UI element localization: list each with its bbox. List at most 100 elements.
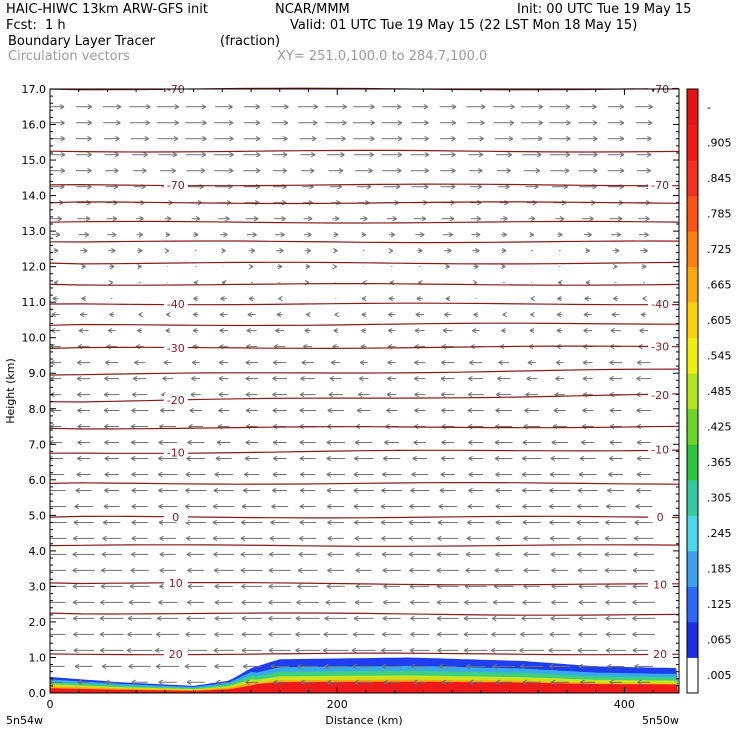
vector-head	[352, 631, 358, 638]
circulation-vector	[126, 647, 153, 654]
vector-head	[410, 487, 415, 494]
circulation-vector	[245, 216, 259, 222]
circulation-vector	[101, 567, 123, 574]
vector-head	[536, 152, 542, 158]
vector-head	[51, 311, 56, 318]
circulation-vector	[106, 216, 118, 222]
vector-head	[341, 136, 346, 142]
circulation-vector	[381, 535, 403, 542]
vector-head	[437, 631, 442, 638]
vector-head	[537, 136, 543, 142]
circulation-vector	[137, 248, 143, 254]
colorbar-label: .365	[707, 456, 732, 469]
circulation-vector	[159, 551, 176, 558]
circulation-vector	[214, 615, 233, 622]
circulation-vector	[445, 263, 450, 270]
left-endpoint: 5n54w	[6, 714, 43, 727]
vector-head	[471, 327, 477, 334]
vector-head	[159, 535, 164, 542]
vector-head	[255, 168, 261, 174]
vector-head	[77, 439, 82, 446]
circulation-vector	[104, 679, 119, 685]
tracer-fill-layer	[50, 657, 679, 693]
vector-head	[218, 391, 224, 398]
vector-head	[104, 375, 109, 382]
circulation-vector	[213, 567, 234, 574]
vector-head	[191, 375, 196, 382]
circulation-vector	[246, 232, 257, 238]
circulation-vector	[103, 503, 120, 510]
vector-head	[307, 216, 313, 222]
circulation-vector	[550, 168, 570, 174]
contour-label: 20	[169, 648, 183, 661]
vector-head	[468, 487, 473, 494]
vector-head	[593, 152, 598, 158]
contour-label: -20	[651, 389, 669, 402]
vector-head	[351, 647, 357, 654]
vector-head	[578, 615, 584, 622]
vector-head	[72, 615, 78, 622]
circulation-vector	[605, 631, 626, 638]
vector-head	[409, 503, 414, 510]
circulation-vector	[582, 407, 593, 414]
circulation-vector	[240, 567, 263, 574]
vector-head	[271, 503, 276, 510]
circulation-vector	[466, 104, 486, 110]
circulation-vector	[463, 647, 488, 654]
vector-head	[102, 535, 107, 542]
circulation-vector	[330, 359, 341, 366]
circulation-vector	[327, 519, 344, 526]
circulation-vector	[185, 136, 207, 142]
vector-head	[114, 152, 120, 158]
colorbar-label: .665	[707, 278, 732, 291]
vector-head	[634, 663, 639, 670]
temperature-contour	[49, 201, 680, 205]
circulation-vector	[131, 407, 148, 414]
circulation-vector	[579, 455, 596, 462]
circulation-vector	[548, 663, 571, 670]
vector-head	[216, 679, 221, 685]
circulation-vector	[73, 631, 95, 638]
vector-head	[155, 631, 161, 638]
vector-head	[522, 487, 527, 494]
circulation-vector	[495, 503, 512, 510]
circulation-vector	[579, 104, 597, 110]
vector-head	[412, 679, 418, 685]
circulation-vector	[243, 136, 261, 142]
circulation-vector	[106, 200, 118, 206]
circulation-vector	[270, 519, 289, 526]
vector-head	[304, 327, 310, 334]
circulation-vector	[440, 184, 456, 190]
circulation-vector	[495, 487, 512, 494]
circulation-vector	[519, 647, 545, 654]
vector-head	[248, 263, 254, 270]
circulation-vector	[103, 120, 121, 126]
colorbar-label: .905	[707, 136, 732, 149]
circulation-vector	[467, 136, 484, 142]
vector-head	[268, 599, 273, 606]
circulation-vector	[639, 232, 649, 238]
vector-head	[418, 248, 423, 254]
circulation-vector	[213, 487, 234, 494]
circulation-vector	[299, 503, 316, 510]
circulation-vector	[530, 311, 535, 318]
circulation-vector	[77, 407, 90, 414]
circulation-vector	[333, 232, 339, 238]
circulation-vector	[131, 471, 148, 478]
vector-head	[172, 152, 178, 158]
vector-head	[522, 503, 527, 510]
vector-head	[185, 471, 191, 478]
circulation-vector	[640, 248, 648, 254]
circulation-vector	[440, 375, 455, 382]
vector-head	[185, 487, 190, 494]
vector-head	[186, 455, 191, 462]
circulation-vector	[185, 487, 207, 494]
vector-head	[370, 104, 375, 110]
circulation-vector	[612, 248, 620, 254]
vector-head	[131, 455, 136, 462]
circulation-vector	[244, 455, 259, 462]
vector-head	[632, 567, 638, 574]
circulation-vector	[353, 471, 374, 478]
circulation-vector	[437, 631, 459, 638]
fcst-value: 1 h	[45, 18, 66, 33]
